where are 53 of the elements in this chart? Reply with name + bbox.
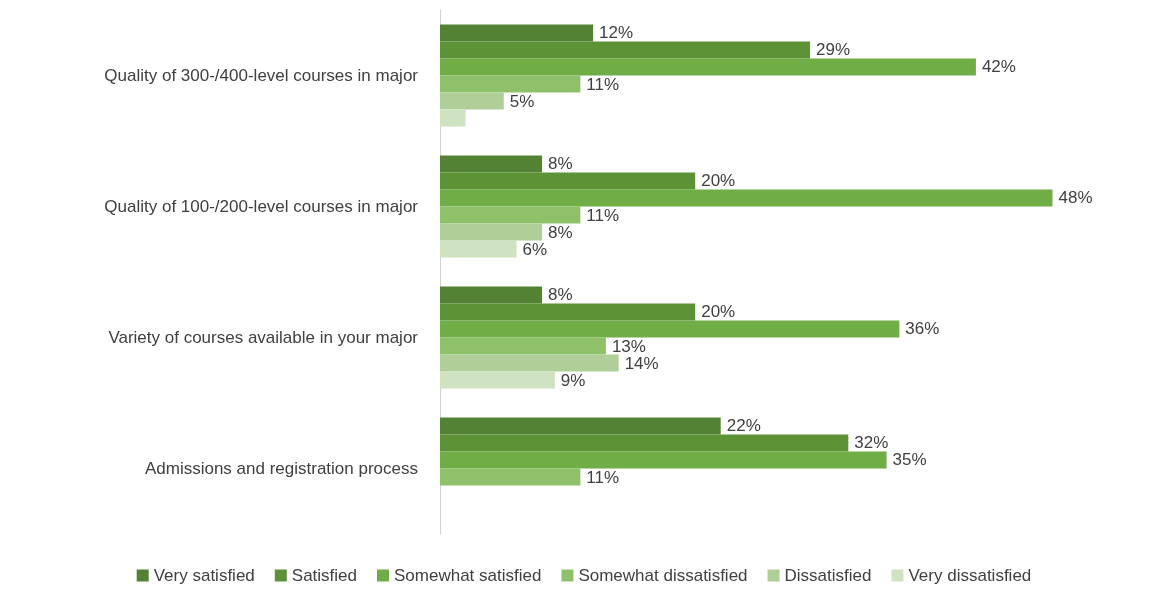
data-label: 9% (560, 370, 586, 390)
bar (440, 206, 581, 224)
y-tick-label: Quality of 100-/200-level courses in major (104, 197, 419, 216)
bar (440, 172, 696, 190)
legend-label: Somewhat satisfied (394, 566, 542, 585)
bar (440, 371, 555, 389)
bar (440, 109, 466, 127)
data-label: 8% (548, 285, 573, 305)
data-label: 8% (548, 154, 573, 174)
data-label: 20% (701, 171, 736, 191)
bar (440, 189, 1053, 207)
legend-label: Dissatisfied (784, 566, 872, 585)
bar (440, 240, 517, 258)
data-label: 13% (611, 336, 646, 356)
bar (440, 75, 581, 93)
bar (440, 58, 976, 76)
bar (440, 354, 619, 372)
bar (440, 451, 887, 469)
bar (440, 92, 504, 110)
data-label: 36% (905, 319, 940, 339)
y-tick-label: Quality of 300-/400-level courses in major (104, 66, 419, 85)
bar (440, 41, 811, 59)
bar (440, 337, 606, 355)
bar (440, 303, 696, 321)
data-label: 42% (981, 57, 1016, 77)
data-label: 11% (586, 467, 620, 487)
bar (440, 468, 581, 486)
bar (440, 155, 543, 173)
bar (440, 24, 594, 42)
data-label: 8% (548, 222, 573, 242)
data-label: 5% (509, 91, 535, 111)
bar (440, 286, 543, 304)
legend-label: Satisfied (291, 566, 358, 585)
data-label: 48% (1058, 188, 1093, 208)
data-label: 29% (816, 40, 851, 60)
data-label: 6% (522, 239, 548, 259)
data-label: 14% (624, 353, 659, 373)
data-label: 32% (854, 433, 889, 453)
bar (440, 223, 543, 241)
y-tick-label: Variety of courses available in your major (108, 328, 419, 347)
data-label: 22% (726, 416, 761, 436)
data-label: 35% (892, 450, 927, 470)
y-tick-label: Admissions and registration process (144, 459, 418, 478)
legend-label: Very dissatisfied (908, 566, 1032, 585)
bar (440, 434, 849, 452)
legend-label: Very satisfied (153, 566, 255, 585)
data-label: 20% (701, 302, 736, 322)
data-label: 11% (586, 74, 620, 94)
legend-label: Somewhat dissatisfied (578, 566, 748, 585)
data-label: 11% (586, 205, 620, 225)
bar (440, 417, 721, 435)
bar (440, 320, 900, 338)
data-label: 12% (599, 23, 634, 43)
